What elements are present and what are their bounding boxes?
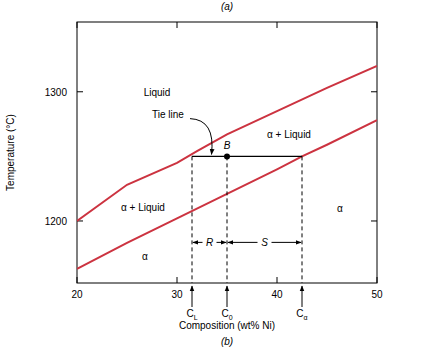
dimension-arrow	[193, 242, 203, 243]
caption-top: (a)	[221, 1, 233, 12]
x-tick	[77, 277, 78, 283]
dimension-arrow	[217, 242, 227, 243]
x-tick	[277, 277, 278, 283]
segment-label: R	[206, 237, 213, 248]
y-tick-label: 1200	[45, 216, 68, 227]
segment-label: S	[261, 237, 268, 248]
composition-arrow	[227, 286, 228, 307]
x-tick-label: 40	[271, 289, 283, 300]
composition-dash	[227, 156, 228, 283]
composition-label: Cα	[296, 308, 307, 321]
x-tick-label: 20	[71, 289, 83, 300]
phase-boundary	[77, 66, 377, 221]
region-label: Liquid	[144, 87, 171, 98]
composition-dash	[192, 156, 193, 283]
region-label: α	[337, 203, 343, 214]
x-tick	[77, 22, 78, 28]
dimension-arrow	[272, 242, 302, 243]
region-label: α	[142, 251, 148, 262]
tie-line-pointer	[190, 119, 212, 155]
point-b	[224, 153, 230, 159]
point-label: B	[224, 140, 231, 151]
x-axis-label: Composition (wt% Ni)	[179, 320, 275, 331]
y-tick	[77, 91, 83, 92]
x-tick	[177, 22, 178, 28]
chart: (a) 20 30 40 50 1200 1300 Composition (wt% Ni) T…	[0, 0, 436, 350]
caption: (b)	[221, 336, 233, 347]
y-tick-label: 1300	[45, 87, 68, 98]
x-tick-label: 50	[371, 289, 383, 300]
composition-subscript: 0	[229, 314, 233, 321]
tie-line-label: Tie line	[152, 109, 184, 120]
y-tick	[371, 220, 377, 221]
x-tick	[277, 22, 278, 28]
x-tick	[377, 277, 378, 283]
tie-line	[192, 156, 302, 157]
region-label: α + Liquid	[267, 129, 311, 140]
x-tick	[377, 22, 378, 28]
composition-subscript: α	[304, 314, 308, 321]
y-axis-label: Temperature (°C)	[5, 114, 16, 191]
composition-label: CL	[186, 308, 197, 321]
y-tick	[371, 91, 377, 92]
dimension-arrow	[228, 242, 258, 243]
composition-dash	[302, 156, 303, 283]
composition-arrow	[192, 286, 193, 307]
composition-arrow	[302, 286, 303, 307]
region-label: α + Liquid	[121, 202, 165, 213]
plot-area	[77, 66, 377, 283]
composition-subscript: L	[194, 314, 198, 321]
plot-frame	[77, 22, 377, 283]
x-tick	[177, 277, 178, 283]
x-tick-label: 30	[171, 289, 183, 300]
composition-label: C0	[221, 308, 232, 321]
